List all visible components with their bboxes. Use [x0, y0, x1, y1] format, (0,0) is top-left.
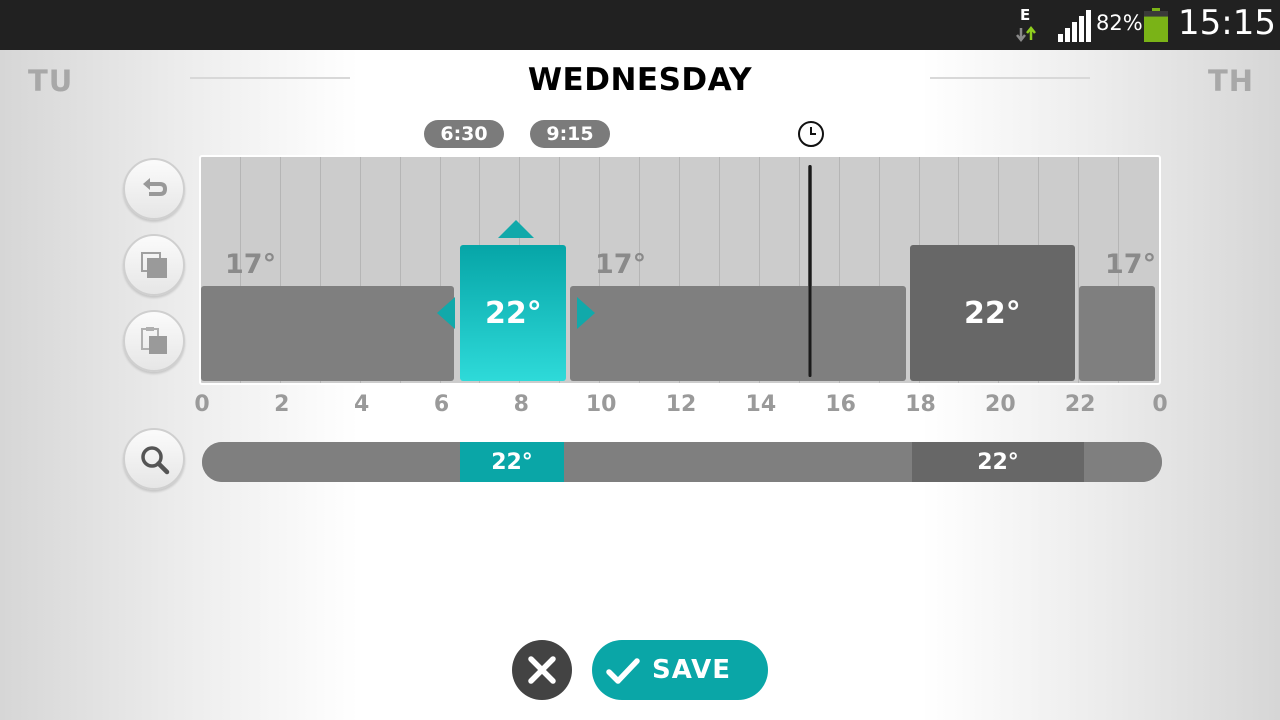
- block-temperature: 22°: [963, 295, 1021, 331]
- overview-selected-segment: 22°: [460, 442, 564, 482]
- temperature-label-low: 17°: [1105, 249, 1157, 280]
- network-indicator: E: [1015, 6, 1041, 44]
- schedule-block[interactable]: [570, 286, 906, 381]
- current-time-clock-icon: [798, 121, 824, 147]
- schedule-block[interactable]: [201, 286, 454, 381]
- overview-segment: [564, 442, 912, 482]
- resize-end-handle[interactable]: [577, 297, 595, 329]
- hour-gridline: [279, 157, 281, 383]
- hour-tick-label: 6: [433, 392, 450, 417]
- day-overview-bar[interactable]: 22° 22°: [202, 442, 1162, 482]
- save-label: SAVE: [652, 655, 731, 685]
- hour-gridline: [838, 157, 840, 383]
- hour-tick-label: 4: [354, 392, 370, 417]
- paste-icon: [141, 327, 167, 354]
- paste-button[interactable]: [123, 310, 185, 372]
- undo-button[interactable]: [123, 158, 185, 220]
- block-temperature: 22°: [484, 295, 542, 331]
- selected-schedule-block[interactable]: 22°: [460, 245, 567, 381]
- undo-icon: [143, 178, 168, 196]
- schedule-block[interactable]: [1079, 286, 1155, 381]
- hour-tick-label: 10: [585, 392, 617, 417]
- hour-gridline: [639, 157, 641, 383]
- divider-left: [190, 77, 350, 79]
- current-time-indicator: [807, 165, 812, 377]
- overview-segment: [1084, 442, 1162, 482]
- network-type-label: E: [1020, 6, 1031, 24]
- hour-gridline: [319, 157, 321, 383]
- overview-segment: 22°: [912, 442, 1084, 482]
- hour-tick-label: 0: [1152, 392, 1168, 417]
- hour-tick-label: 18: [905, 392, 936, 417]
- divider-right: [930, 77, 1090, 79]
- hour-tick-label: 2: [274, 392, 290, 417]
- hour-gridline: [1078, 157, 1080, 383]
- search-icon: [141, 446, 170, 475]
- status-bar: E 82% 15:15: [0, 0, 1280, 50]
- schedule-chart[interactable]: 22° 22° 17° 17° 17°: [199, 155, 1161, 385]
- hour-gridline: [798, 157, 800, 383]
- temperature-label-low: 17°: [595, 249, 647, 280]
- resize-start-handle[interactable]: [437, 297, 455, 329]
- hour-gridline: [599, 157, 601, 383]
- hour-gridline: [878, 157, 880, 383]
- previous-day-button[interactable]: TU: [28, 64, 74, 98]
- data-transfer-icon: [1016, 25, 1036, 43]
- next-day-button[interactable]: TH: [1208, 64, 1255, 98]
- clock-time: 15:15: [1178, 3, 1276, 43]
- hour-tick-label: 14: [745, 392, 777, 417]
- overview-segment: [202, 442, 460, 482]
- hour-gridline: [239, 157, 241, 383]
- hour-gridline: [758, 157, 760, 383]
- hour-tick-label: 12: [665, 392, 697, 417]
- day-title: WEDNESDAY: [527, 62, 753, 98]
- raise-temperature-handle[interactable]: [498, 220, 534, 238]
- selection-start-time[interactable]: 6:30: [424, 120, 504, 148]
- copy-button[interactable]: [123, 234, 185, 296]
- hour-gridline: [718, 157, 720, 383]
- signal-strength-icon: [1058, 10, 1091, 42]
- hour-gridline: [439, 157, 441, 383]
- hour-gridline: [359, 157, 361, 383]
- temperature-label-low: 17°: [225, 249, 277, 280]
- selection-end-time[interactable]: 9:15: [530, 120, 610, 148]
- hour-tick-label: 20: [985, 392, 1016, 417]
- copy-icon: [141, 252, 167, 278]
- battery-percent: 82%: [1096, 11, 1143, 35]
- zoom-button[interactable]: [123, 428, 185, 490]
- battery-icon: [1144, 8, 1168, 42]
- hour-tick-label: 0: [194, 392, 210, 417]
- hour-gridline: [399, 157, 401, 383]
- cancel-button[interactable]: [512, 640, 572, 700]
- hour-tick-label: 8: [513, 392, 529, 417]
- hour-tick-label: 22: [1064, 392, 1096, 417]
- hour-gridline: [1118, 157, 1120, 383]
- close-icon: [528, 656, 556, 684]
- hour-gridline: [679, 157, 680, 383]
- save-button[interactable]: SAVE: [592, 640, 768, 700]
- hour-tick-label: 16: [825, 392, 856, 417]
- schedule-block[interactable]: 22°: [909, 245, 1076, 381]
- checkmark-icon: [606, 658, 640, 684]
